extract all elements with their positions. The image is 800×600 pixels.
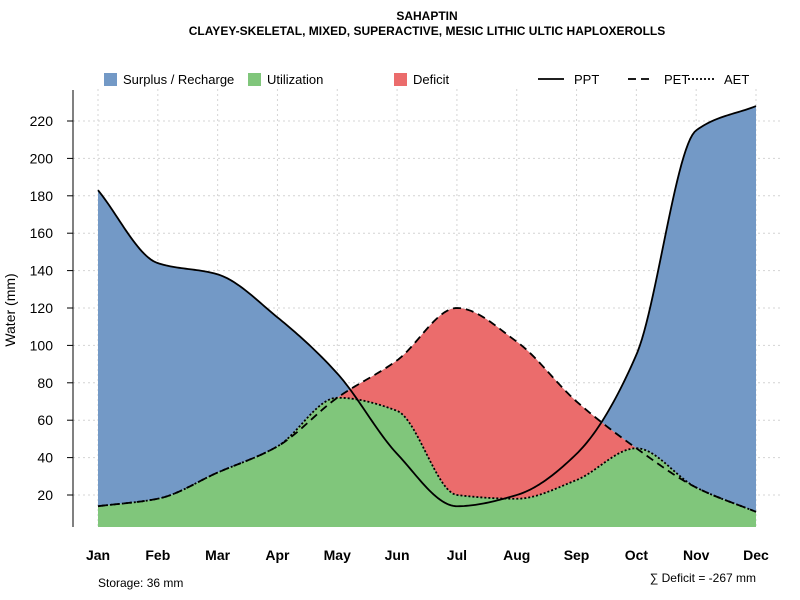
y-tick-label: 160	[30, 225, 54, 241]
x-axis: Jan Feb Mar Apr May Jun Jul Aug Sep Oct Nov Dec	[86, 547, 769, 563]
y-tick-label: 60	[37, 412, 53, 428]
legend-swatch	[248, 73, 261, 86]
x-tick-label: Sep	[564, 547, 590, 563]
chart-subtitle: CLAYEY-SKELETAL, MIXED, SUPERACTIVE, MES…	[189, 24, 665, 38]
aet-line	[97, 396, 757, 513]
x-tick-label: Jan	[86, 547, 110, 563]
y-tick-label: 200	[30, 150, 54, 166]
area-layers	[98, 106, 756, 527]
legend-label: PPT	[574, 72, 599, 87]
pet-line	[97, 307, 757, 513]
y-axis-title: Water (mm)	[2, 273, 18, 346]
y-tick-label: 80	[37, 375, 53, 391]
ppt-line	[97, 105, 757, 508]
x-tick-label: Apr	[265, 547, 290, 563]
legend-label: PET	[664, 72, 689, 87]
x-tick-label: Feb	[145, 547, 170, 563]
storage-note: Storage: 36 mm	[98, 576, 183, 590]
x-tick-label: Jul	[447, 547, 467, 563]
y-tick-label: 20	[37, 487, 53, 503]
y-tick-label: 40	[37, 450, 53, 466]
y-tick-label: 220	[30, 113, 54, 129]
y-tick-label: 140	[30, 263, 54, 279]
y-tick-label: 100	[30, 337, 54, 353]
utilization-area	[98, 397, 756, 527]
deficit-sum-note: ∑ Deficit = -267 mm	[650, 571, 756, 585]
legend-swatch	[394, 73, 407, 86]
legend-label: Deficit	[413, 72, 450, 87]
y-tick-label: 180	[30, 188, 54, 204]
legend-label: Surplus / Recharge	[123, 72, 234, 87]
series-lines	[97, 105, 757, 513]
legend-swatch	[104, 73, 117, 86]
x-tick-label: Nov	[683, 547, 710, 563]
surplus-recharge-area	[98, 106, 756, 512]
legend: Surplus / Recharge Utilization Deficit PPT P…	[104, 72, 749, 87]
x-tick-label: Dec	[743, 547, 769, 563]
x-tick-label: Oct	[625, 547, 649, 563]
deficit-area	[98, 308, 756, 512]
y-axis: 20 40 60 80 100 120 140 160 180 200 220	[30, 90, 74, 527]
chart-title: SAHAPTIN	[396, 9, 457, 23]
legend-label: AET	[724, 72, 749, 87]
x-tick-label: Mar	[205, 547, 230, 563]
y-tick-label: 120	[30, 300, 54, 316]
x-tick-label: Jun	[385, 547, 410, 563]
legend-label: Utilization	[267, 72, 323, 87]
x-tick-label: Aug	[503, 547, 530, 563]
x-tick-label: May	[324, 547, 351, 563]
